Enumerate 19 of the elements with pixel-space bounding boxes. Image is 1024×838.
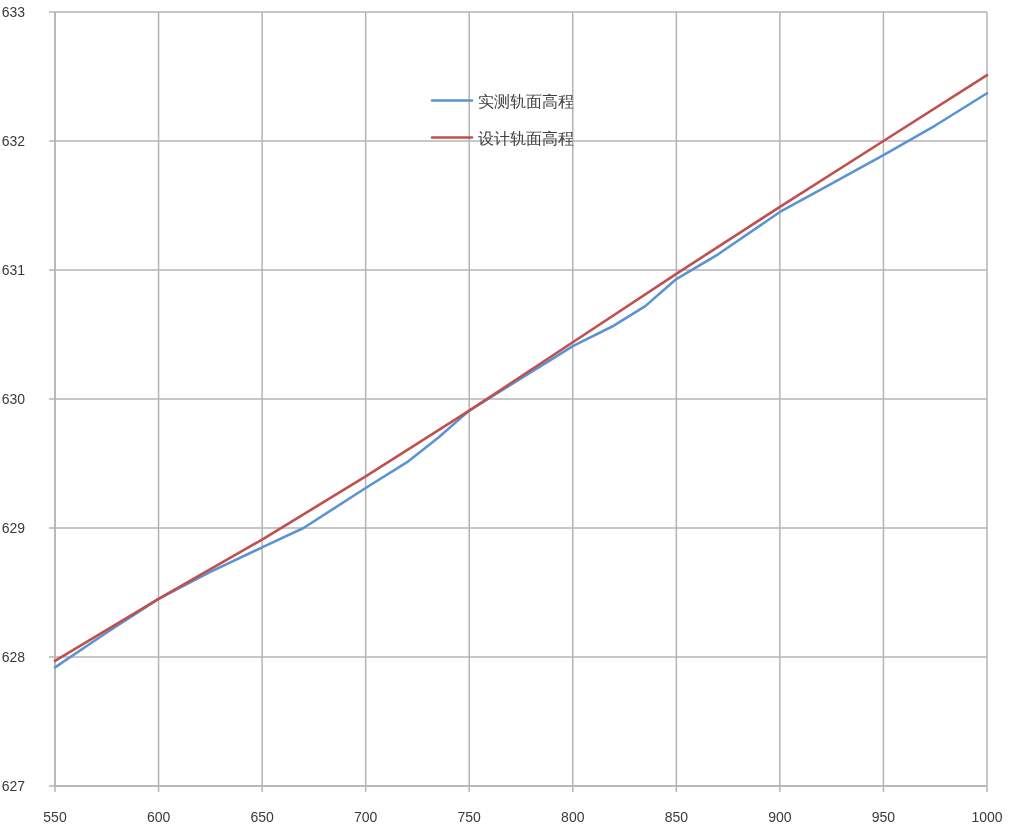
y-tick-label: 633 xyxy=(1,4,26,20)
x-tick-label: 850 xyxy=(664,809,689,825)
y-tick-label: 629 xyxy=(1,520,26,536)
x-tick-label: 900 xyxy=(768,809,792,825)
y-tick-label: 630 xyxy=(1,391,26,407)
y-tick-label: 631 xyxy=(1,262,26,278)
x-tick-label: 700 xyxy=(353,809,378,825)
x-tick-label: 750 xyxy=(457,809,482,825)
y-tick-label: 628 xyxy=(1,649,26,665)
x-tick-label: 550 xyxy=(43,809,67,825)
x-tick-label: 1000 xyxy=(971,809,1003,825)
x-tick-label: 600 xyxy=(146,809,171,825)
x-tick-label: 650 xyxy=(250,809,274,825)
legend-label: 设计轨面高程 xyxy=(478,129,574,147)
y-tick-label: 627 xyxy=(1,778,26,794)
legend-label: 实测轨面高程 xyxy=(478,92,574,110)
x-tick-label: 950 xyxy=(871,809,896,825)
x-tick-label: 800 xyxy=(561,809,585,825)
y-tick-label: 632 xyxy=(1,133,26,149)
